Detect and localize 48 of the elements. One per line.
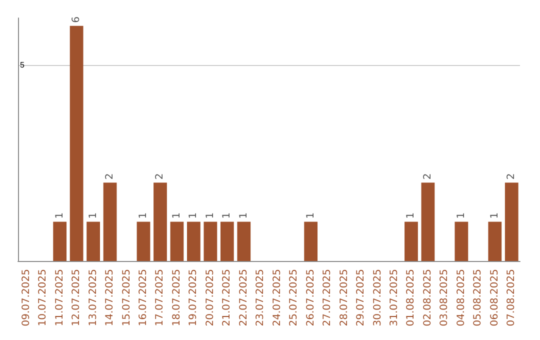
data-label: 1 xyxy=(188,212,200,219)
x-tick-label: 29.07.2025 xyxy=(356,269,367,326)
data-label: 1 xyxy=(54,212,66,219)
y-tick-label: 5 xyxy=(20,60,25,70)
data-label: 1 xyxy=(456,212,467,219)
x-tick-label: 31.07.2025 xyxy=(389,269,400,326)
data-label: 2 xyxy=(104,173,116,180)
x-tick-label: 02.08.2025 xyxy=(422,269,434,326)
x-tick-label: 21.07.2025 xyxy=(222,269,233,326)
x-tick-label: 03.08.2025 xyxy=(439,269,450,326)
x-tick-label: 30.07.2025 xyxy=(372,269,384,326)
x-tick-label: 23.07.2025 xyxy=(255,269,266,326)
data-label: 1 xyxy=(489,212,500,219)
x-tick-label: 22.07.2025 xyxy=(238,269,250,326)
data-label: 1 xyxy=(406,212,417,219)
x-tick-label: 18.07.2025 xyxy=(171,269,182,326)
x-tick-label: 09.07.2025 xyxy=(20,269,32,326)
x-tick-label: 25.07.2025 xyxy=(288,269,300,326)
data-label: 2 xyxy=(506,173,518,180)
x-tick-label: 28.07.2025 xyxy=(338,269,350,326)
x-tick-label: 13.07.2025 xyxy=(88,269,99,326)
data-label: 1 xyxy=(238,212,250,219)
data-label: 1 xyxy=(305,212,316,219)
x-tick-label: 14.07.2025 xyxy=(104,269,116,326)
x-tick-label: 24.07.2025 xyxy=(272,269,283,326)
x-tick-label: 04.08.2025 xyxy=(456,269,467,326)
data-label: 1 xyxy=(204,212,216,219)
x-tick-label: 01.08.2025 xyxy=(406,269,417,326)
data-label: 6 xyxy=(71,16,82,23)
x-tick-label: 07.08.2025 xyxy=(506,269,518,326)
x-tick-label: 12.07.2025 xyxy=(71,269,82,326)
x-tick-label: 26.07.2025 xyxy=(305,269,316,326)
data-label: 2 xyxy=(422,173,434,180)
x-tick-label: 16.07.2025 xyxy=(138,269,149,326)
data-label: 1 xyxy=(171,212,182,219)
x-tick-label: 27.07.2025 xyxy=(322,269,334,326)
x-tick-label: 17.07.2025 xyxy=(154,269,166,326)
data-label: 1 xyxy=(222,212,233,219)
data-label: 1 xyxy=(138,212,149,219)
x-tick-label: 10.07.2025 xyxy=(38,269,49,326)
data-label: 2 xyxy=(154,173,166,180)
x-tick-label: 06.08.2025 xyxy=(489,269,500,326)
x-tick-label: 20.07.2025 xyxy=(204,269,216,326)
x-tick-label: 11.07.2025 xyxy=(54,269,66,326)
x-tick-label: 19.07.2025 xyxy=(188,269,200,326)
x-tick-label: 05.08.2025 xyxy=(472,269,484,326)
x-tick-label: 15.07.2025 xyxy=(121,269,132,326)
data-label: 1 xyxy=(88,212,99,219)
